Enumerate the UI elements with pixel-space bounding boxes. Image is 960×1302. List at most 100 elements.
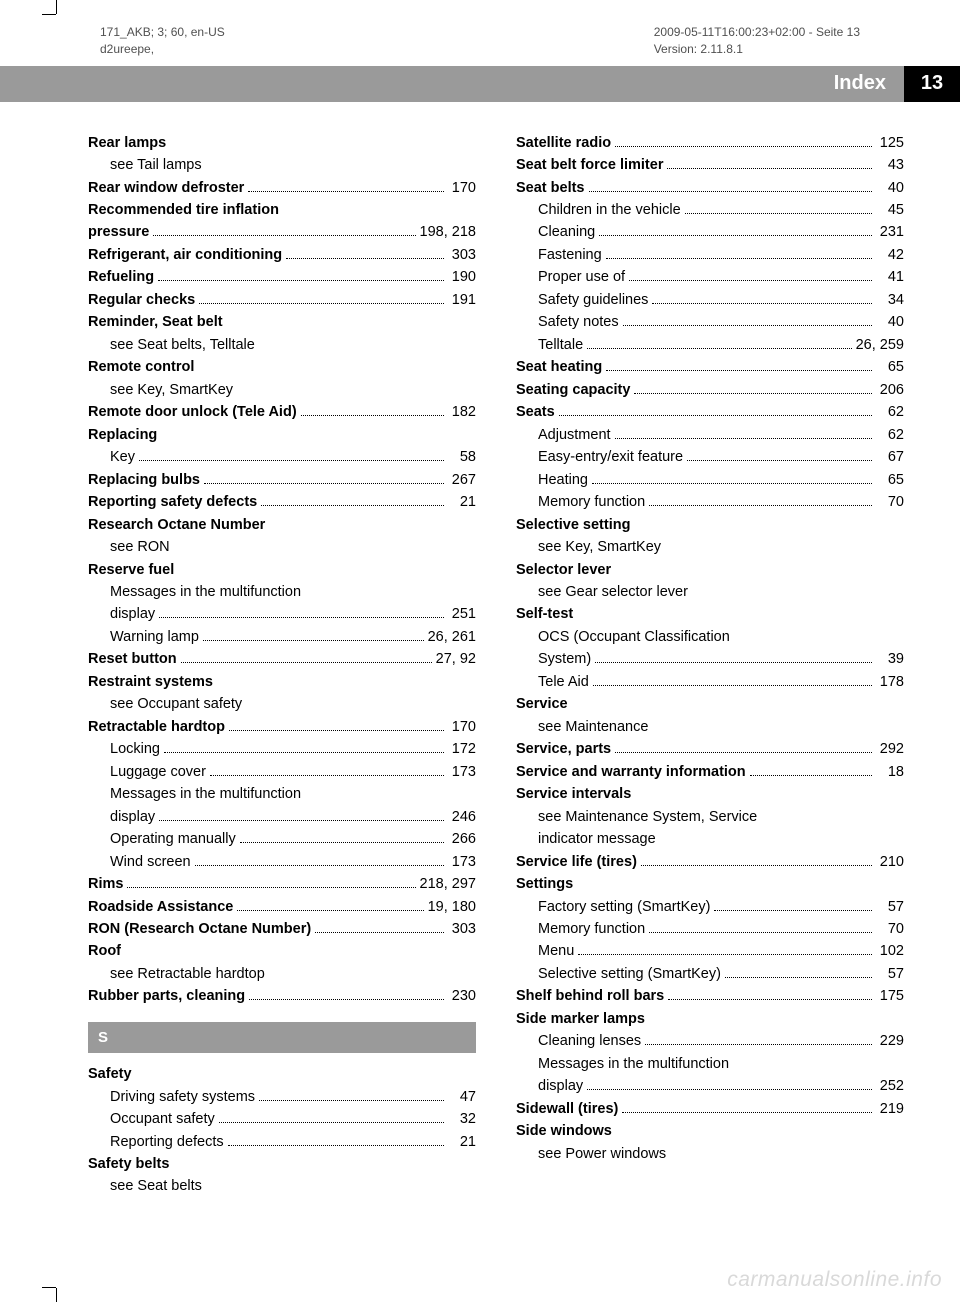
index-entry-label: see Seat belts, Telltale bbox=[110, 334, 255, 356]
index-entry: Remote door unlock (Tele Aid)182 bbox=[88, 401, 476, 423]
index-entry-page: 303 bbox=[448, 918, 476, 940]
index-entry-page: 175 bbox=[876, 985, 904, 1007]
leader-dots bbox=[237, 910, 423, 911]
leader-dots bbox=[622, 1112, 872, 1113]
index-entry: Messages in the multifunction bbox=[88, 581, 476, 603]
index-entry-page: 190 bbox=[448, 266, 476, 288]
leader-dots bbox=[615, 438, 872, 439]
index-entry-label: see RON bbox=[110, 536, 170, 558]
index-entry-label: System) bbox=[538, 648, 591, 670]
index-entry-page: 70 bbox=[876, 491, 904, 513]
index-entry: Settings bbox=[516, 873, 904, 895]
leader-dots bbox=[652, 303, 872, 304]
index-entry-label: Replacing bbox=[88, 424, 157, 446]
index-entry-page: 218, 297 bbox=[420, 873, 476, 895]
index-entry-page: 42 bbox=[876, 244, 904, 266]
index-entry-page: 267 bbox=[448, 469, 476, 491]
index-entry: Rear window defroster170 bbox=[88, 177, 476, 199]
index-entry-label: Retractable hardtop bbox=[88, 716, 225, 738]
index-entry-label: Settings bbox=[516, 873, 573, 895]
index-entry-label: RON (Research Octane Number) bbox=[88, 918, 311, 940]
index-entry-label: Service and warranty information bbox=[516, 761, 746, 783]
leader-dots bbox=[210, 775, 444, 776]
leader-dots bbox=[587, 348, 851, 349]
index-entry-label: Self-test bbox=[516, 603, 573, 625]
index-entry: see RON bbox=[88, 536, 476, 558]
index-entry: display252 bbox=[516, 1075, 904, 1097]
index-entry-label: display bbox=[110, 806, 155, 828]
leader-dots bbox=[158, 280, 444, 281]
header-right-line1: 2009-05-11T16:00:23+02:00 - Seite 13 bbox=[654, 24, 860, 41]
crop-mark bbox=[42, 14, 56, 15]
leader-dots bbox=[164, 752, 444, 753]
leader-dots bbox=[667, 168, 872, 169]
index-entry: see Gear selector lever bbox=[516, 581, 904, 603]
index-entry-label: Service intervals bbox=[516, 783, 631, 805]
index-entry: Self-test bbox=[516, 603, 904, 625]
leader-dots bbox=[159, 820, 444, 821]
index-entry-page: 65 bbox=[876, 469, 904, 491]
index-entry: Operating manually266 bbox=[88, 828, 476, 850]
index-entry-label: see Retractable hardtop bbox=[110, 963, 265, 985]
index-entry: see Maintenance bbox=[516, 716, 904, 738]
index-entry-label: Cleaning lenses bbox=[538, 1030, 641, 1052]
index-entry-label: Reporting defects bbox=[110, 1131, 224, 1153]
index-entry: Research Octane Number bbox=[88, 514, 476, 536]
index-entry: Replacing bbox=[88, 424, 476, 446]
index-entry: see Seat belts bbox=[88, 1175, 476, 1197]
index-entry-label: Satellite radio bbox=[516, 132, 611, 154]
index-bar: Index 13 bbox=[0, 66, 960, 102]
index-entry-page: 70 bbox=[876, 918, 904, 940]
header-right: 2009-05-11T16:00:23+02:00 - Seite 13 Ver… bbox=[654, 24, 860, 58]
index-entry-label: Roadside Assistance bbox=[88, 896, 233, 918]
index-entry-label: Rear window defroster bbox=[88, 177, 244, 199]
index-entry-page: 219 bbox=[876, 1098, 904, 1120]
index-entry: Selector lever bbox=[516, 559, 904, 581]
index-entry: see Seat belts, Telltale bbox=[88, 334, 476, 356]
index-entry: Seat belts40 bbox=[516, 177, 904, 199]
index-entry-page: 172 bbox=[448, 738, 476, 760]
index-entry-label: Reset button bbox=[88, 648, 177, 670]
index-entry-label: pressure bbox=[88, 221, 149, 243]
index-entry: see Key, SmartKey bbox=[88, 379, 476, 401]
index-entry: see Occupant safety bbox=[88, 693, 476, 715]
index-entry: Roof bbox=[88, 940, 476, 962]
index-entry-label: see Key, SmartKey bbox=[110, 379, 233, 401]
index-entry: Reporting defects21 bbox=[88, 1131, 476, 1153]
leader-dots bbox=[629, 280, 872, 281]
index-entry-label: see Maintenance bbox=[538, 716, 648, 738]
index-entry-page: 303 bbox=[448, 244, 476, 266]
leader-dots bbox=[259, 1100, 444, 1101]
index-entry-page: 246 bbox=[448, 806, 476, 828]
leader-dots bbox=[606, 370, 872, 371]
index-entry: Satellite radio125 bbox=[516, 132, 904, 154]
index-entry-page: 170 bbox=[448, 716, 476, 738]
index-entry-label: Selector lever bbox=[516, 559, 611, 581]
index-entry-page: 251 bbox=[448, 603, 476, 625]
index-entry-label: Rims bbox=[88, 873, 123, 895]
leader-dots bbox=[587, 1089, 872, 1090]
index-entry-label: Seats bbox=[516, 401, 555, 423]
index-entry: Recommended tire inflation bbox=[88, 199, 476, 221]
index-entry-page: 230 bbox=[448, 985, 476, 1007]
leader-dots bbox=[559, 415, 872, 416]
index-entry-label: see Occupant safety bbox=[110, 693, 242, 715]
index-entry-label: Reporting safety defects bbox=[88, 491, 257, 513]
index-entry-label: Adjustment bbox=[538, 424, 611, 446]
index-entry-page: 57 bbox=[876, 896, 904, 918]
index-entry-label: Easy-entry/exit feature bbox=[538, 446, 683, 468]
index-entry-label: Memory function bbox=[538, 918, 645, 940]
index-entry-label: Regular checks bbox=[88, 289, 195, 311]
leader-dots bbox=[641, 865, 872, 866]
index-entry: display 251 bbox=[88, 603, 476, 625]
index-entry: Remote control bbox=[88, 356, 476, 378]
index-entry-label: display bbox=[110, 603, 155, 625]
index-entry-page: 210 bbox=[876, 851, 904, 873]
index-entry: Children in the vehicle45 bbox=[516, 199, 904, 221]
index-entry-label: Heating bbox=[538, 469, 588, 491]
index-entry: Reminder, Seat belt bbox=[88, 311, 476, 333]
leader-dots bbox=[606, 258, 872, 259]
index-entry-label: Replacing bulbs bbox=[88, 469, 200, 491]
leader-dots bbox=[127, 887, 415, 888]
header-left: 171_AKB; 3; 60, en-US d2ureepe, bbox=[100, 24, 225, 58]
